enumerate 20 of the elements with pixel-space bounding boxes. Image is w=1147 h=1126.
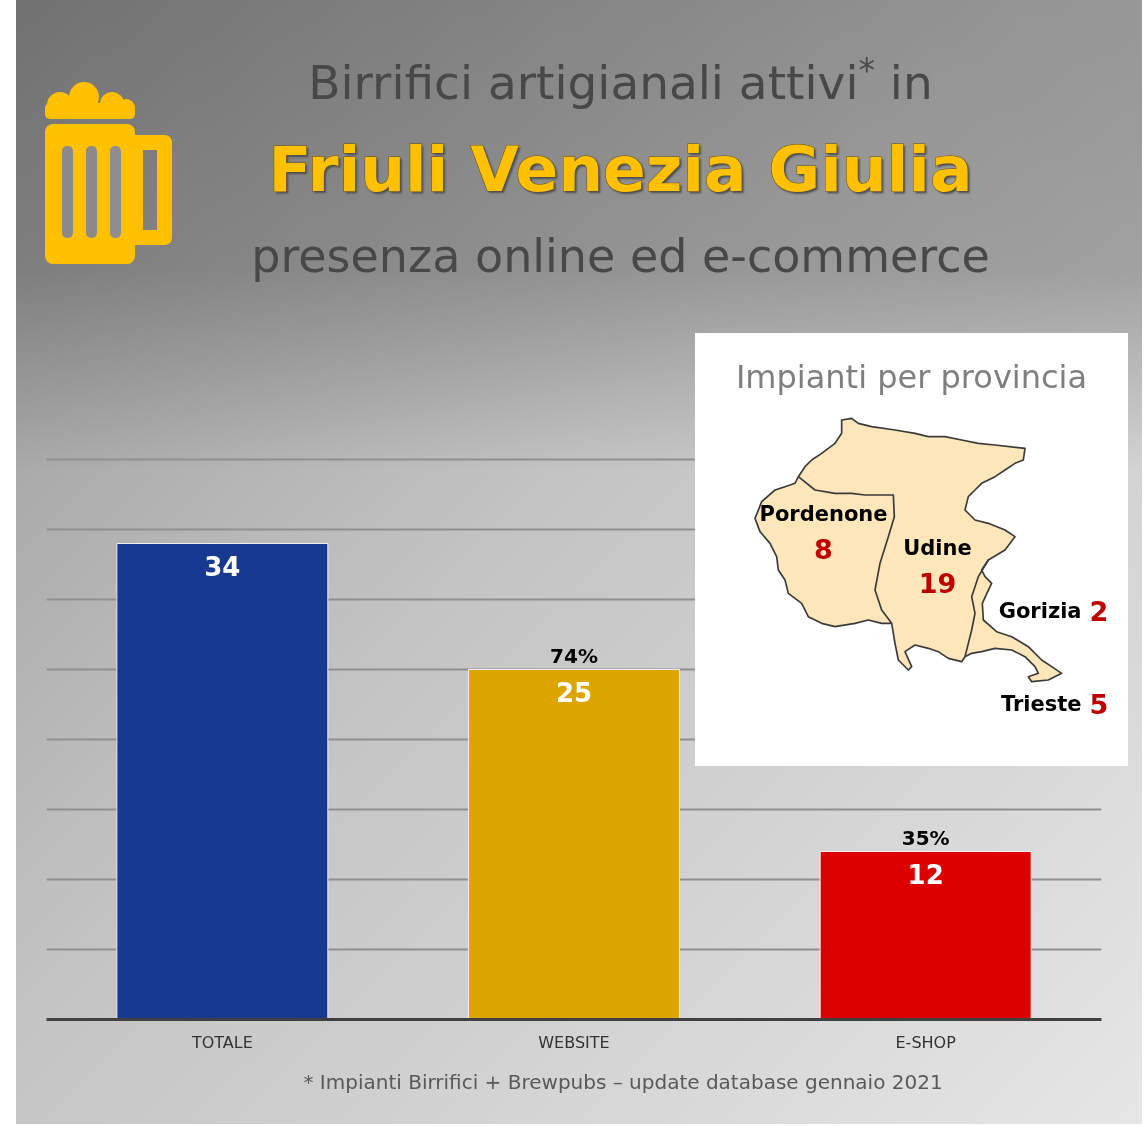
data-label: 8: [814, 533, 833, 565]
annotation: 35%: [901, 825, 950, 850]
data-label: 2: [1089, 595, 1109, 627]
text: * Impianti Birrifici + Brewpubs – update database gennaio 2021: [303, 1070, 943, 1094]
x-tick-label: TOTALE: [190, 1032, 253, 1052]
data-label: 19: [918, 567, 957, 599]
data-label: 34: [204, 551, 241, 582]
x-tick-label: E-SHOP: [895, 1032, 957, 1052]
category-label: Udine: [903, 535, 972, 560]
data-label: 5: [1089, 688, 1109, 720]
x-tick-label: WEBSITE: [538, 1032, 610, 1052]
text: Impianti per provincia: [735, 357, 1088, 396]
category-label: Trieste: [1000, 691, 1082, 716]
annotation: 74%: [550, 643, 598, 668]
chart-subtitle: presenza online ed e-commerce: [250, 227, 991, 285]
category-label: Gorizia: [998, 598, 1082, 623]
chart-title: Birrifici artigianali attivi$^{*}$ in Friuli Venezia Giulia: [267, 50, 974, 208]
data-label: 12: [907, 859, 944, 890]
data-label: 25: [555, 677, 593, 708]
category-label: Pordenone: [759, 501, 888, 526]
